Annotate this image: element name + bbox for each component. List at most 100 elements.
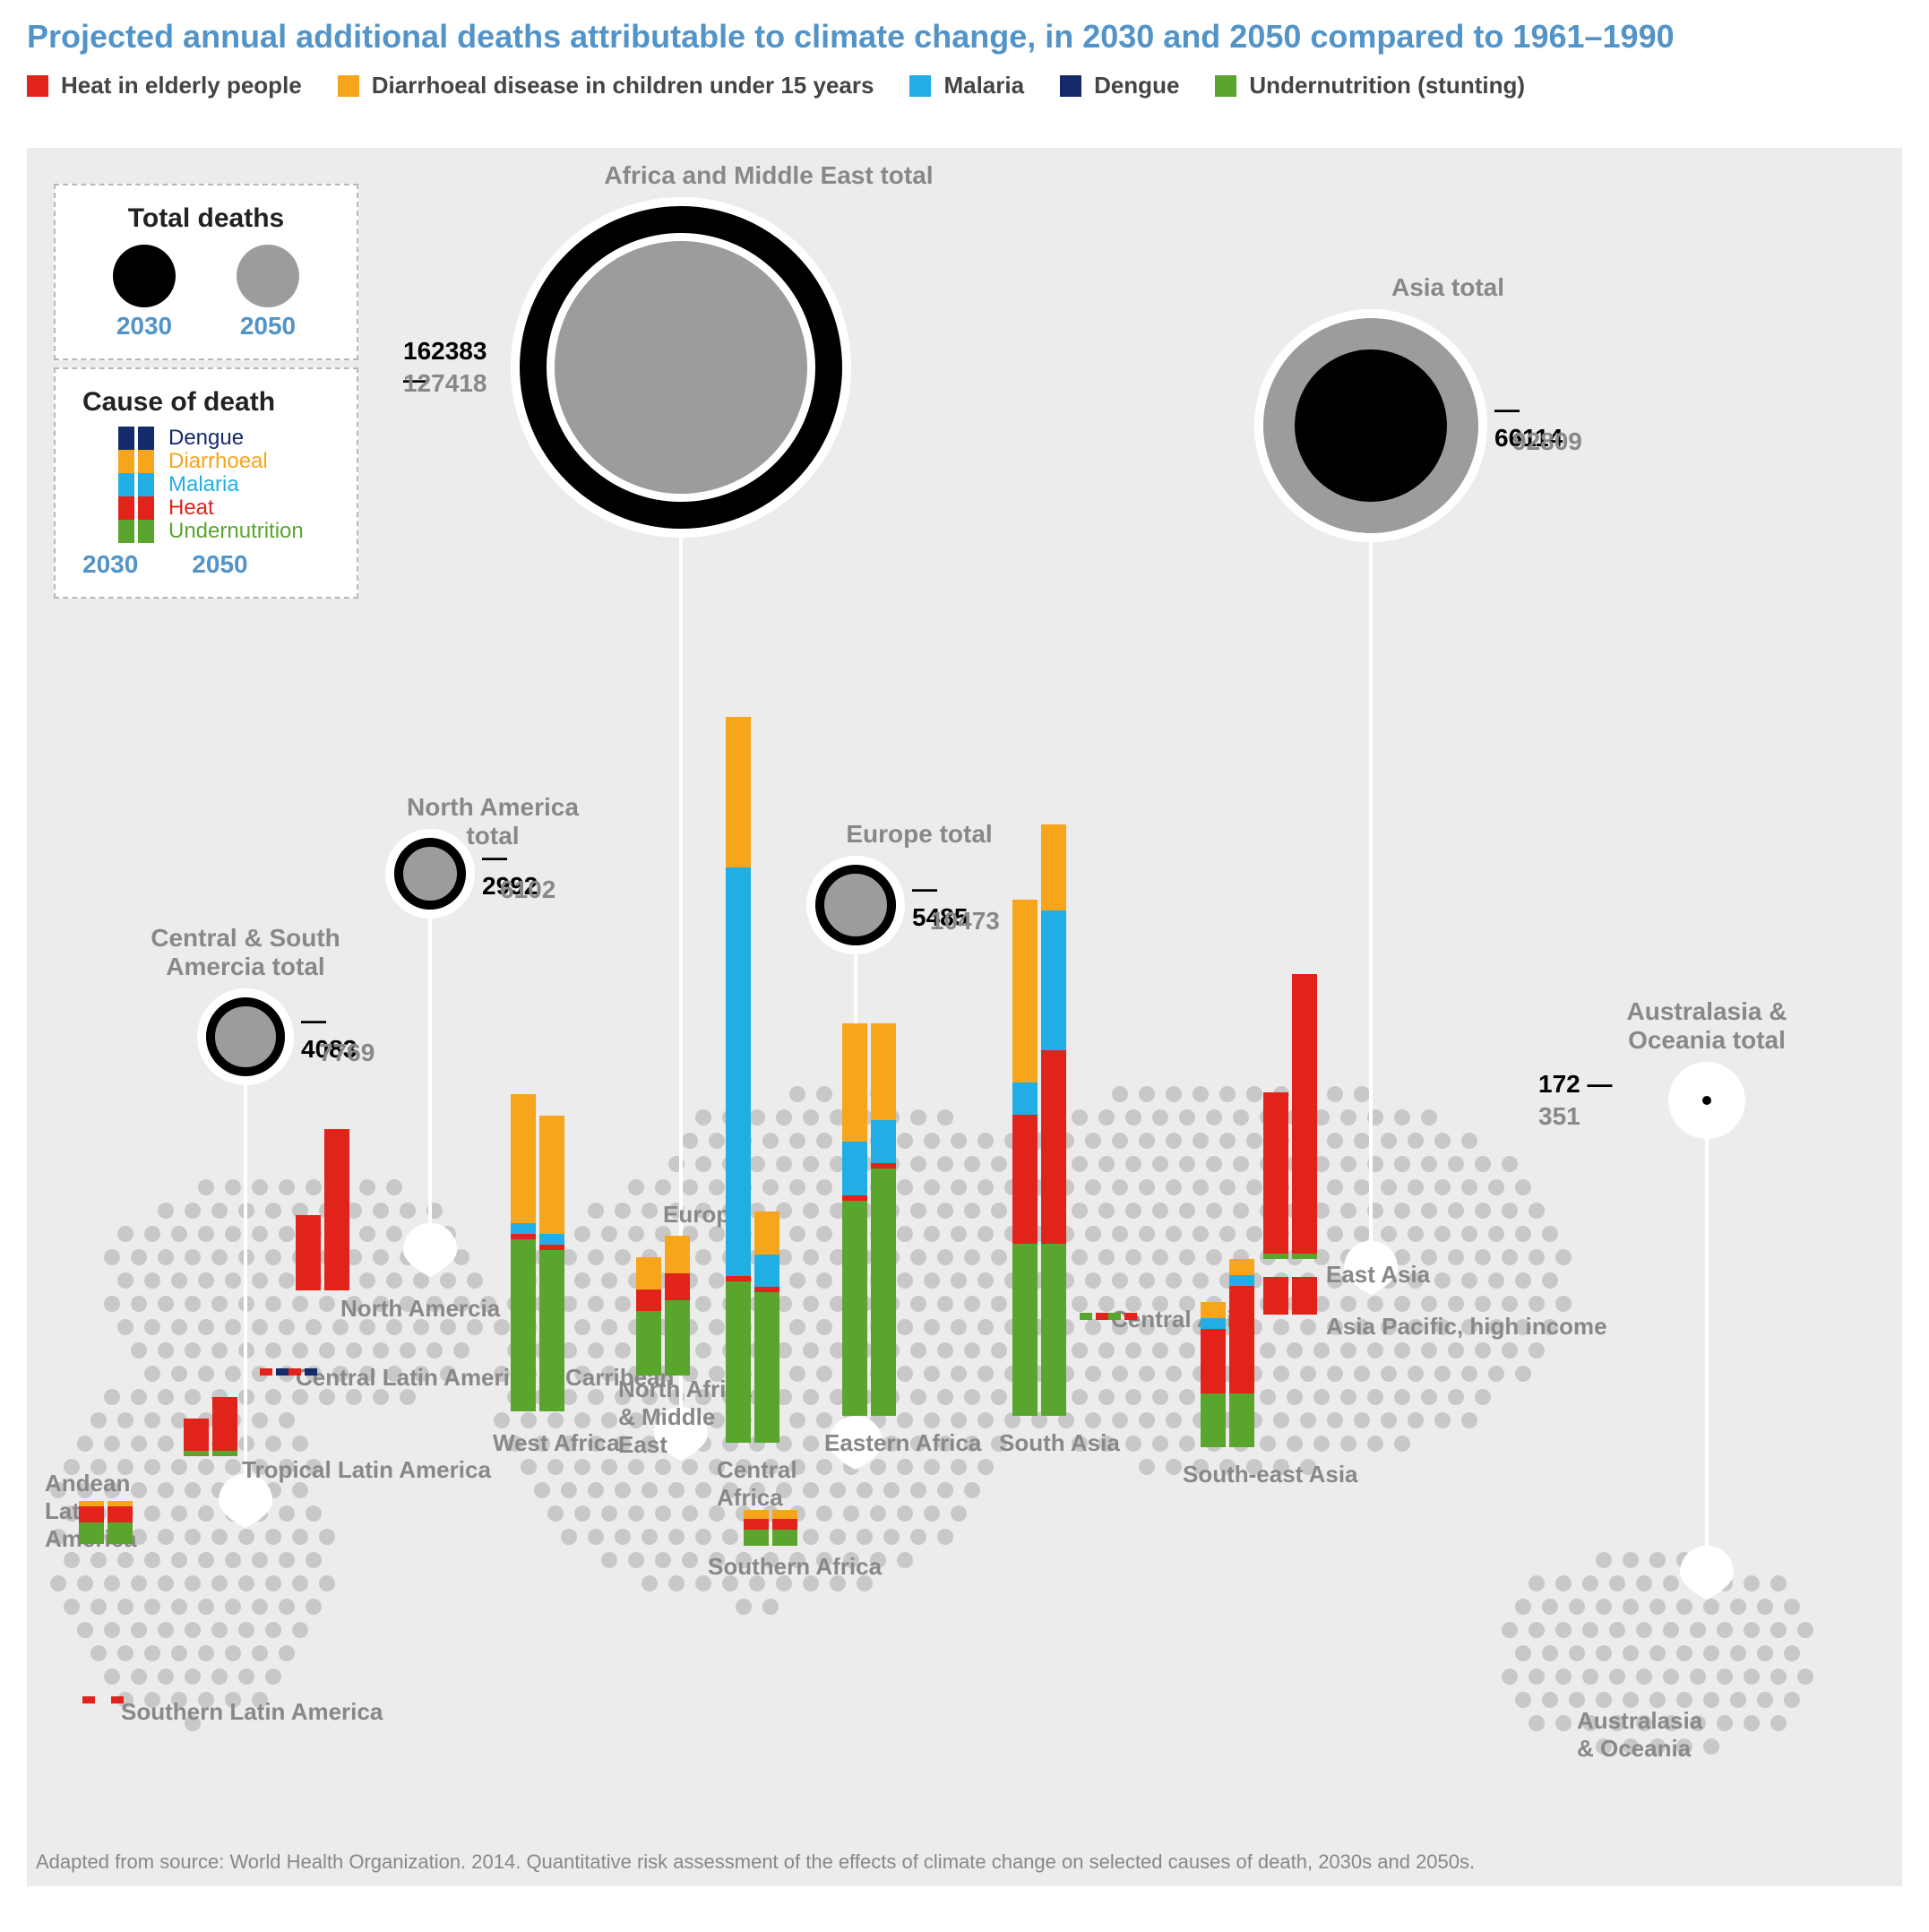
legend-label: Undernutrition (stunting) [1249,72,1525,99]
region-bars [184,148,241,1456]
region-bars [1201,148,1258,1447]
cause-swatch [138,520,154,543]
bar-segment [511,1239,536,1411]
bubble-val-2050: 351 [1538,1102,1580,1131]
region-bars [1012,148,1070,1416]
bar-segment [744,1510,769,1519]
chart-title: Projected annual additional deaths attri… [0,0,1929,65]
bubble-title: Australasia & Oceania total [1615,997,1799,1055]
bar-segment [1229,1259,1254,1275]
region-label: Eastern Africa [824,1429,981,1457]
bar-segment [1229,1275,1254,1286]
stacked-bar [1263,1277,1288,1315]
region-dash [260,1368,288,1376]
legend-label: Dengue [1094,72,1179,99]
region-dash [288,1368,317,1376]
bar-segment [636,1289,661,1311]
legend-item: Diarrhoeal disease in children under 15 … [338,72,874,99]
pin-line [244,1085,247,1492]
infographic: Projected annual additional deaths attri… [0,0,1929,1932]
legend-swatch [27,75,48,97]
region-label: East Asia [1326,1261,1430,1289]
region-label: Australasia & Oceania [1577,1707,1720,1763]
region-label: Southern Latin America [121,1698,383,1726]
region-dash [1080,1313,1108,1320]
legend-item: Dengue [1060,72,1179,99]
stacked-bar [184,1419,209,1456]
bar-segment [184,1451,209,1456]
region-bars [296,148,353,1290]
bubble-2030-circle [394,838,466,910]
bar-segment [744,1519,769,1530]
stacked-bar [871,1023,896,1416]
bar-segment [1012,1082,1038,1115]
bar-segment [1041,1244,1066,1416]
stacked-bar [665,1236,690,1376]
bar-segment [1201,1393,1226,1447]
legend-swatch [909,75,931,97]
stacked-bar [1229,1259,1254,1447]
bar-segment [1041,910,1066,1050]
pin-line [1705,1139,1709,1564]
bar-segment [108,1506,133,1522]
cause-swatch [138,427,154,450]
bar-segment [1229,1286,1254,1393]
stacked-bar [1292,1277,1317,1315]
bar-segment [212,1397,237,1451]
bar-segment [1041,824,1066,910]
bar-segment [1263,1277,1288,1315]
region-bars [511,148,568,1411]
bar-segment [772,1519,797,1530]
legend-item: Undernutrition (stunting) [1215,72,1525,99]
bar-segment [539,1250,564,1411]
pin-drop-icon [1680,1546,1734,1600]
bar-segment [108,1522,133,1544]
region-label: Tropical Latin America [242,1456,491,1484]
bubble-title: Asia total [1278,273,1618,302]
bar-segment [842,1023,867,1142]
bar-segment [1201,1318,1226,1329]
region-bars [79,148,136,1544]
legend-swatch [1215,75,1236,97]
bar-segment [324,1129,349,1290]
region-label: Asia Pacific, high income [1326,1313,1607,1341]
bar-segment [1012,900,1038,1082]
bubble-val-2050: 92809 [1512,427,1582,456]
bar-segment [871,1023,896,1120]
region-dash [111,1696,124,1703]
bar-segment [636,1311,661,1376]
stacked-bar [108,1501,133,1544]
region-label: South-east Asia [1183,1461,1358,1488]
stacked-bar [772,1510,797,1546]
stacked-bar [539,1116,564,1411]
bar-segment [871,1169,896,1416]
year-2050: 2050 [237,312,299,341]
stacked-bar [511,1094,536,1411]
stacked-bar [842,1023,867,1416]
bar-segment [539,1234,564,1245]
pin-line [1369,542,1373,1259]
stacked-bar [1201,1302,1226,1447]
region-dash [1108,1313,1137,1320]
bar-segment [79,1506,104,1522]
legend-swatch [1060,75,1081,97]
legend-item: Malaria [909,72,1024,99]
bar-segment [79,1522,104,1544]
bubble-val-2050: 127418 [403,369,487,398]
bar-segment [1012,1244,1038,1416]
bar-segment [296,1215,321,1290]
chart-area: Total deaths 2030 2050 Cause of death De… [27,148,1902,1886]
pin-drop-icon [403,1223,457,1277]
legend-item: Heat in elderly people [27,72,302,99]
footer-source: Adapted from source: World Health Organi… [27,1838,1902,1886]
bubble-dot [1702,1096,1711,1105]
region-bars [1263,148,1321,1315]
bar-segment [665,1300,690,1376]
bubble-val-2050: 10473 [930,907,1000,936]
bar-segment [772,1510,797,1519]
cause-swatch [138,473,154,496]
circle-2050-icon [237,245,299,307]
bar-segment [842,1201,867,1416]
stacked-bar [324,1129,349,1290]
bar-segment [184,1419,209,1451]
